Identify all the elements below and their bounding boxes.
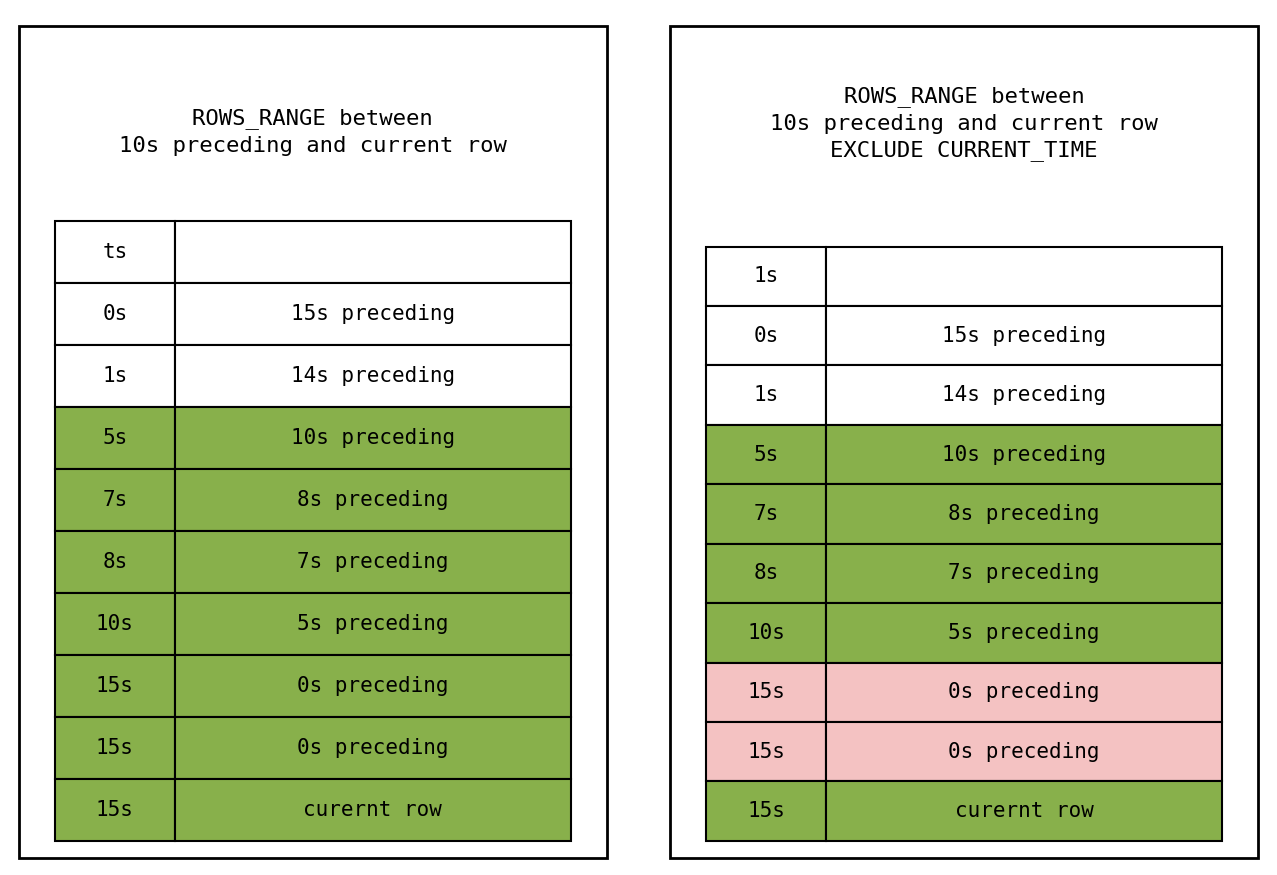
Text: 5s preceding: 5s preceding [949, 623, 1099, 643]
FancyBboxPatch shape [55, 469, 175, 531]
Text: 15s: 15s [747, 682, 785, 703]
FancyBboxPatch shape [826, 722, 1222, 781]
FancyBboxPatch shape [55, 284, 175, 345]
FancyBboxPatch shape [175, 407, 571, 469]
Text: 15s: 15s [96, 738, 134, 758]
Text: 1s: 1s [753, 266, 779, 286]
FancyBboxPatch shape [826, 366, 1222, 425]
FancyBboxPatch shape [55, 345, 175, 407]
FancyBboxPatch shape [706, 662, 826, 722]
Text: 10s preceding: 10s preceding [291, 428, 455, 448]
Text: 1s: 1s [102, 366, 128, 386]
Text: 10s preceding: 10s preceding [942, 444, 1106, 465]
Text: ts: ts [102, 242, 128, 262]
FancyBboxPatch shape [175, 221, 571, 284]
Text: 15s preceding: 15s preceding [942, 326, 1106, 346]
Text: 0s preceding: 0s preceding [949, 742, 1099, 761]
Text: 0s: 0s [102, 304, 128, 324]
FancyBboxPatch shape [55, 779, 175, 841]
FancyBboxPatch shape [706, 306, 826, 366]
FancyBboxPatch shape [175, 593, 571, 654]
Text: 5s: 5s [753, 444, 779, 465]
FancyBboxPatch shape [706, 247, 826, 306]
FancyBboxPatch shape [175, 469, 571, 531]
Text: 15s: 15s [747, 742, 785, 761]
Text: 7s preceding: 7s preceding [949, 564, 1099, 584]
FancyBboxPatch shape [826, 603, 1222, 662]
Text: 8s preceding: 8s preceding [298, 490, 448, 510]
FancyBboxPatch shape [706, 543, 826, 603]
Text: 14s preceding: 14s preceding [291, 366, 455, 386]
FancyBboxPatch shape [175, 779, 571, 841]
FancyBboxPatch shape [175, 531, 571, 593]
Text: 0s preceding: 0s preceding [298, 738, 448, 758]
FancyBboxPatch shape [826, 425, 1222, 485]
FancyBboxPatch shape [175, 284, 571, 345]
Text: ROWS_RANGE between
10s preceding and current row: ROWS_RANGE between 10s preceding and cur… [119, 108, 507, 156]
Text: curernt row: curernt row [955, 802, 1093, 821]
FancyBboxPatch shape [826, 781, 1222, 841]
Text: 15s: 15s [96, 800, 134, 820]
FancyBboxPatch shape [55, 531, 175, 593]
Text: curernt row: curernt row [304, 800, 442, 820]
Text: 0s preceding: 0s preceding [298, 676, 448, 696]
FancyBboxPatch shape [706, 722, 826, 781]
FancyBboxPatch shape [55, 654, 175, 717]
FancyBboxPatch shape [55, 717, 175, 779]
FancyBboxPatch shape [19, 26, 607, 858]
FancyBboxPatch shape [55, 593, 175, 654]
FancyBboxPatch shape [826, 485, 1222, 543]
Text: 14s preceding: 14s preceding [942, 385, 1106, 405]
Text: 7s: 7s [753, 504, 779, 524]
FancyBboxPatch shape [826, 306, 1222, 366]
Text: 7s: 7s [102, 490, 128, 510]
Text: 8s preceding: 8s preceding [949, 504, 1099, 524]
FancyBboxPatch shape [706, 603, 826, 662]
FancyBboxPatch shape [706, 366, 826, 425]
FancyBboxPatch shape [55, 407, 175, 469]
Text: 15s: 15s [747, 802, 785, 821]
FancyBboxPatch shape [175, 345, 571, 407]
Text: 1s: 1s [753, 385, 779, 405]
FancyBboxPatch shape [670, 26, 1258, 858]
FancyBboxPatch shape [55, 221, 175, 284]
Text: 5s preceding: 5s preceding [298, 614, 448, 634]
FancyBboxPatch shape [826, 662, 1222, 722]
FancyBboxPatch shape [826, 543, 1222, 603]
Text: 15s: 15s [96, 676, 134, 696]
Text: ROWS_RANGE between
10s preceding and current row
EXCLUDE CURRENT_TIME: ROWS_RANGE between 10s preceding and cur… [770, 87, 1158, 161]
FancyBboxPatch shape [706, 781, 826, 841]
Text: 10s: 10s [747, 623, 785, 643]
FancyBboxPatch shape [175, 717, 571, 779]
FancyBboxPatch shape [706, 485, 826, 543]
Text: 8s: 8s [753, 564, 779, 584]
Text: 5s: 5s [102, 428, 128, 448]
FancyBboxPatch shape [706, 425, 826, 485]
Text: 15s preceding: 15s preceding [291, 304, 455, 324]
Text: 0s: 0s [753, 326, 779, 346]
FancyBboxPatch shape [826, 247, 1222, 306]
Text: 8s: 8s [102, 552, 128, 572]
Text: 7s preceding: 7s preceding [298, 552, 448, 572]
FancyBboxPatch shape [175, 654, 571, 717]
Text: 10s: 10s [96, 614, 134, 634]
Text: 0s preceding: 0s preceding [949, 682, 1099, 703]
